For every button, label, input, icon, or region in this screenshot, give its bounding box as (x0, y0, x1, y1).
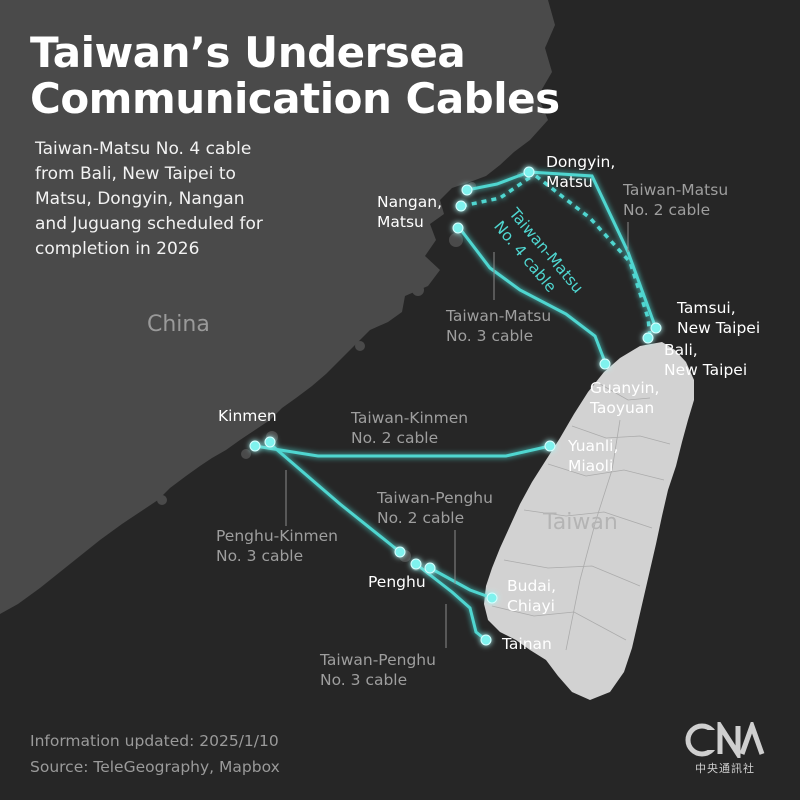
cna-logo-icon (685, 717, 765, 763)
footer-updated: Information updated: 2025/1/10 (30, 732, 279, 750)
label-leader-lines (285, 222, 629, 648)
subtitle: Taiwan-Matsu No. 4 cable from Bali, New … (35, 137, 263, 262)
cable-label-penghu-kinmen-3: Penghu-Kinmen No. 3 cable (216, 527, 338, 565)
cable-label-taiwan-matsu-3: Taiwan-Matsu No. 3 cable (446, 307, 552, 345)
subtitle-line: Taiwan-Matsu No. 4 cable (35, 139, 252, 159)
node-penghu-2 (410, 558, 422, 570)
cable-matsu-link (466, 170, 530, 192)
node-guanyin (599, 358, 611, 370)
place-label-penghu: Penghu (368, 573, 426, 591)
page-title-line-1: Taiwan’s Undersea (30, 28, 466, 77)
node-yuanli (544, 440, 556, 452)
place-label-kinmen: Kinmen (218, 407, 277, 425)
node-nangan-1 (461, 184, 473, 196)
cable-label-taiwan-kinmen-2: Taiwan-Kinmen No. 2 cable (351, 409, 469, 447)
cna-logo-text: 中央通訊社 (695, 762, 755, 775)
cable-taiwan-penghu-2 (429, 566, 493, 600)
node-budai (486, 592, 498, 604)
taiwan-county-borders (491, 383, 671, 651)
node-kinmen-2 (264, 436, 276, 448)
node-tainan (480, 634, 492, 646)
place-label-budai: Budai, Chiayi (507, 577, 557, 615)
node-tamsui (650, 322, 662, 334)
cable-penghu-kinmen-3 (267, 440, 401, 554)
subtitle-line: completion in 2026 (35, 239, 200, 259)
place-label-tainan: Tainan (502, 635, 552, 653)
place-label-dongyin: Dongyin, Matsu (546, 153, 616, 191)
node-nangan-3 (452, 222, 464, 234)
region-label-china: China (147, 312, 210, 337)
subtitle-line: Matsu, Dongyin, Nangan (35, 189, 245, 209)
place-label-yuanli: Yuanli, Miaoli (568, 437, 619, 475)
cable-taiwan-matsu-4 (461, 174, 652, 337)
node-dongyin (523, 166, 535, 178)
page-title-line-2: Communication Cables (30, 74, 560, 123)
node-nangan-2 (455, 200, 467, 212)
place-label-tamsui: Tamsui, New Taipei (677, 299, 761, 337)
region-label-taiwan: Taiwan (543, 510, 618, 535)
cable-label-taiwan-matsu-2: Taiwan-Matsu No. 2 cable (623, 181, 729, 219)
cna-logo: 中央通訊社 (684, 717, 766, 782)
node-bali (642, 332, 654, 344)
place-label-nangan: Nangan, Matsu (377, 193, 443, 231)
cable-taiwan-matsu-3 (459, 229, 607, 363)
place-label-bali: Bali, New Taipei (664, 341, 748, 379)
taiwan-island (484, 342, 694, 700)
node-kinmen-1 (249, 440, 261, 452)
subtitle-line: and Juguang scheduled for (35, 214, 263, 234)
cable-label-taiwan-penghu-2: Taiwan-Penghu No. 2 cable (377, 489, 493, 527)
place-label-guanyin: Guanyin, Taoyuan (590, 379, 660, 417)
cable-label-taiwan-penghu-3: Taiwan-Penghu No. 3 cable (320, 651, 436, 689)
node-penghu-1 (394, 546, 406, 558)
cable-taiwan-penghu-3 (415, 562, 487, 642)
landing-points (249, 166, 662, 646)
subtitle-line: from Bali, New Taipei to (35, 164, 236, 184)
china-landmass (0, 0, 555, 614)
cable-taiwan-kinmen-2 (254, 444, 551, 458)
cable-lines (254, 170, 657, 642)
cable-taiwan-matsu-2 (528, 170, 657, 327)
node-penghu-3 (424, 562, 436, 574)
footer-source: Source: TeleGeography, Mapbox (30, 758, 280, 776)
